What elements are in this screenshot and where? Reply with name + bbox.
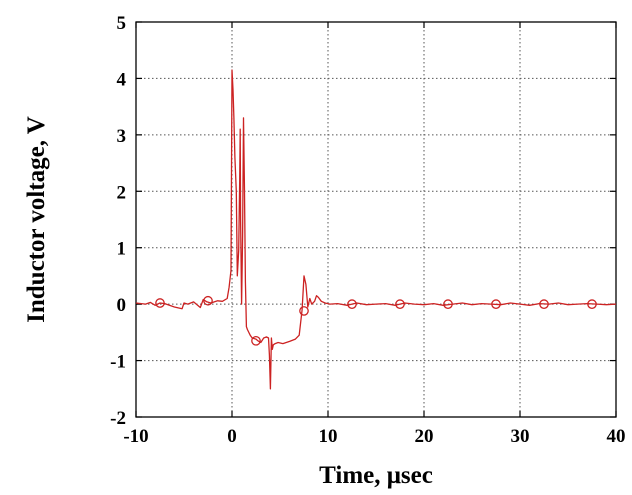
y-tick-label: -2 (110, 408, 126, 429)
x-tick-label: 10 (319, 426, 338, 447)
x-tick-label: -10 (123, 426, 148, 447)
series-marker (539, 299, 549, 309)
marker-layer (155, 295, 597, 346)
series-marker (395, 299, 405, 309)
y-tick-label: 0 (117, 295, 127, 316)
series-marker (203, 295, 213, 306)
axis-ticks (135, 21, 617, 418)
series-layer (135, 69, 617, 390)
series-marker (443, 299, 453, 309)
y-tick-label: 4 (117, 69, 127, 90)
plot-frame (135, 21, 617, 418)
x-axis-label: Time, μsec (319, 462, 433, 489)
series-marker (587, 299, 597, 309)
series-marker (491, 299, 501, 309)
series-marker (299, 306, 309, 316)
y-tick-label: -1 (110, 352, 126, 373)
x-tick-label: 40 (607, 426, 626, 447)
y-tick-label: 3 (117, 126, 127, 147)
series-marker (347, 299, 357, 309)
grid-lines (136, 22, 616, 417)
y-tick-label: 5 (117, 13, 127, 34)
y-tick-label: 2 (117, 182, 127, 203)
series-marker (251, 335, 261, 346)
y-tick-label: 1 (117, 239, 127, 260)
y-tick-labels: -2 -1 0 1 2 3 4 5 (110, 13, 126, 429)
series-marker (155, 298, 165, 308)
x-tick-labels: -10 0 10 20 30 40 (123, 426, 625, 447)
series-line (135, 69, 617, 390)
x-tick-label: 0 (227, 426, 237, 447)
x-tick-label: 20 (415, 426, 434, 447)
y-axis-label: Inductor voltage, V (23, 116, 50, 323)
x-tick-label: 30 (511, 426, 530, 447)
